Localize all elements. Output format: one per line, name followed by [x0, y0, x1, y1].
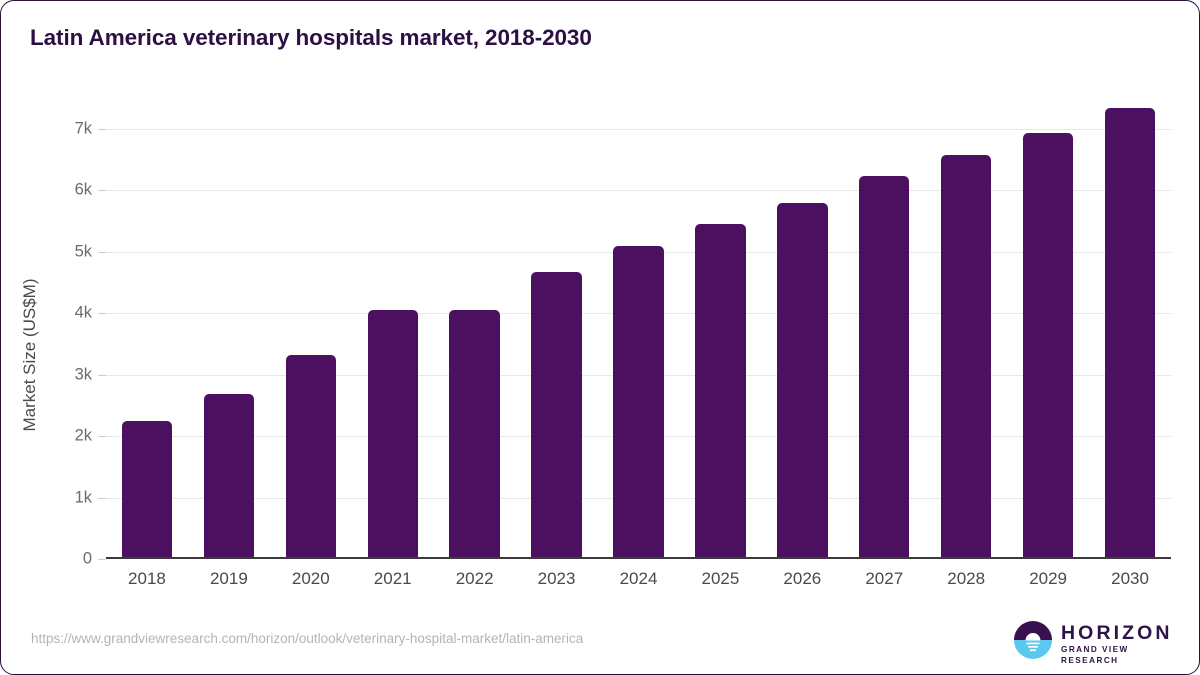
- x-axis-tick-label: 2023: [537, 569, 576, 588]
- x-axis-tick-label: 2020: [291, 569, 330, 588]
- y-axis-tick-label: 7k: [74, 119, 92, 138]
- x-axis-line: [106, 557, 1171, 559]
- y-axis-tick-mark: [98, 497, 106, 499]
- y-axis-tick-mark: [98, 313, 106, 315]
- x-axis-tick-label: 2018: [128, 569, 166, 588]
- logo-wordmark: HORIZON: [1061, 622, 1173, 644]
- x-axis-tick-label: 2022: [455, 569, 494, 588]
- y-axis-title: Market Size (US$M): [20, 278, 39, 432]
- gridline: [106, 190, 1171, 192]
- bar[interactable]: [1104, 107, 1156, 559]
- x-axis-tick-label: 2029: [1029, 569, 1068, 588]
- x-axis-tick-label: 2019: [209, 569, 248, 588]
- bar[interactable]: [1022, 133, 1074, 559]
- y-axis-tick-label: 2k: [74, 426, 92, 445]
- x-axis-tick-label: 2030: [1111, 569, 1149, 588]
- y-axis-tick-label: 5k: [74, 242, 92, 261]
- bar[interactable]: [613, 246, 664, 559]
- x-axis-tick-label: 2025: [701, 569, 740, 588]
- x-axis-tick-label: 2028: [947, 569, 986, 588]
- y-axis-tick-label: 1k: [74, 488, 92, 507]
- horizon-logo-icon: [1014, 621, 1052, 659]
- bar[interactable]: [203, 393, 255, 559]
- y-axis: Market Size (US$M) 0 1k 2k 3k 4k 5k 6k 7k: [1, 1, 106, 674]
- x-axis-tick-label: 2024: [619, 569, 658, 588]
- y-axis-tick-mark: [98, 190, 106, 192]
- bar[interactable]: [941, 155, 992, 559]
- x-axis-tick-label: 2027: [865, 569, 904, 588]
- y-axis-tick-mark: [98, 436, 106, 438]
- bar[interactable]: [121, 420, 173, 559]
- logo-subtitle: GRAND VIEW RESEARCH: [1061, 645, 1129, 665]
- source-url[interactable]: https://www.grandviewresearch.com/horizo…: [31, 631, 584, 646]
- bar[interactable]: [695, 223, 746, 559]
- y-axis-tick-mark: [98, 251, 106, 253]
- x-axis-tick-label: 2026: [783, 569, 822, 588]
- brand-logo: HORIZON GRAND VIEW RESEARCH: [1013, 619, 1173, 665]
- y-axis-tick-label: 0: [82, 549, 92, 568]
- bar[interactable]: [859, 176, 910, 559]
- y-axis-tick-mark: [98, 559, 106, 560]
- y-axis-tick-label: 3k: [74, 365, 92, 384]
- bar[interactable]: [449, 309, 500, 559]
- page-title: Latin America veterinary hospitals marke…: [30, 25, 592, 50]
- bar[interactable]: [285, 355, 336, 559]
- bar[interactable]: [777, 203, 828, 559]
- plot-area: [106, 107, 1171, 559]
- y-axis-tick-label: 4k: [74, 303, 92, 322]
- y-axis-tick-label: 6k: [74, 180, 92, 199]
- bar[interactable]: [531, 271, 582, 559]
- logo-text-block: HORIZON GRAND VIEW RESEARCH: [1061, 623, 1173, 666]
- bar[interactable]: [367, 309, 418, 559]
- y-axis-tick-mark: [98, 374, 106, 376]
- x-axis-tick-label: 2021: [373, 569, 412, 588]
- gridline: [106, 129, 1171, 130]
- y-axis-tick-mark: [98, 129, 106, 130]
